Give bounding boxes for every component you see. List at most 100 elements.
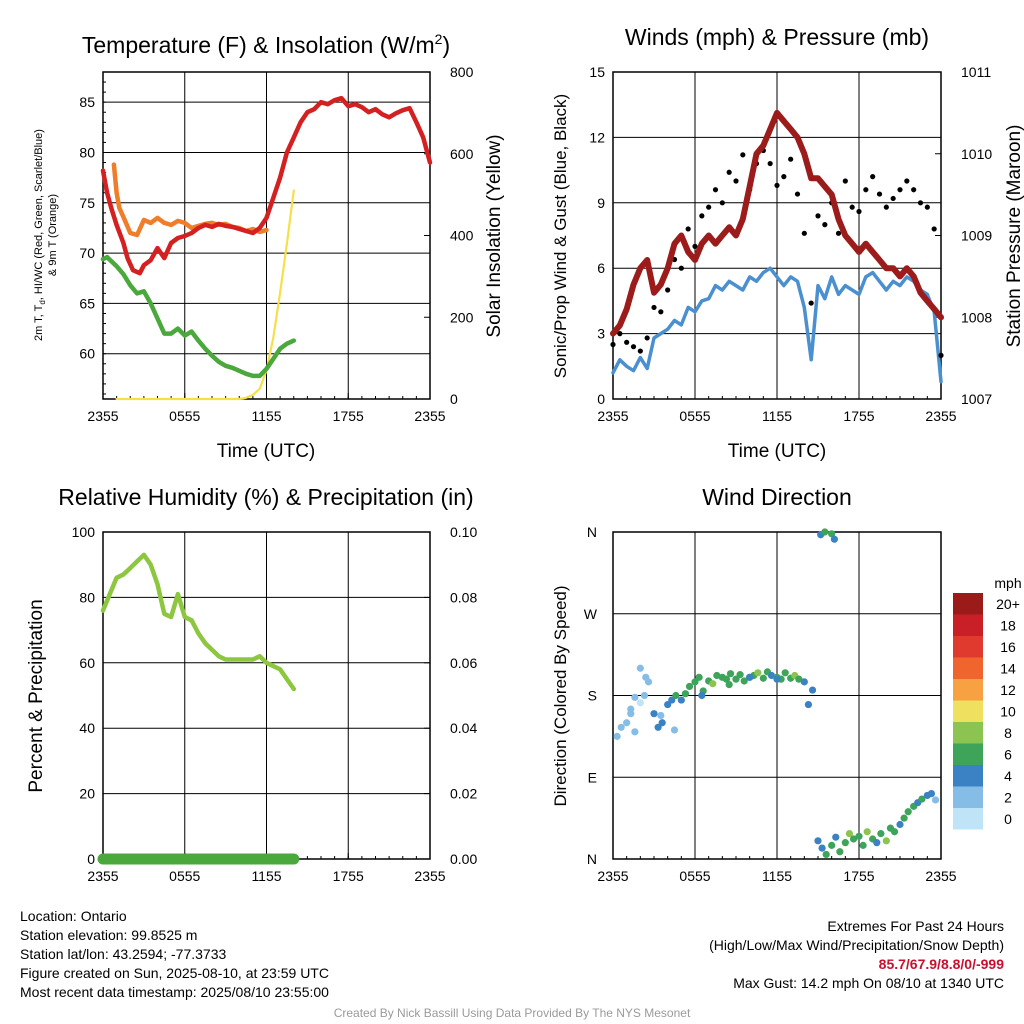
gust-point: [917, 200, 924, 206]
pressure-line: [610, 109, 944, 337]
gust-point: [931, 226, 937, 232]
gust-point: [924, 204, 930, 210]
y2-axis-label: Station Pressure (Maroon): [1004, 125, 1024, 348]
t2m-line: [100, 95, 433, 276]
direction-point: [859, 841, 867, 849]
y2-tick-label: 0.00: [450, 851, 477, 867]
legend-swatch: [953, 765, 983, 787]
gust-point: [651, 304, 657, 311]
gust-point: [849, 204, 855, 210]
direction-point: [918, 795, 926, 803]
y2-tick-label: 1011: [961, 64, 991, 80]
direction-point: [863, 828, 871, 836]
direction-point: [877, 829, 885, 838]
direction-point: [800, 678, 808, 686]
gust-point: [883, 204, 889, 210]
dewpoint-line: [100, 254, 297, 379]
legend-label: 16: [1000, 639, 1016, 655]
extremes-description: (High/Low/Max Wind/Precipitation/Snow De…: [709, 937, 1004, 953]
x-tick-label: 2355: [597, 408, 628, 424]
gust-point: [774, 182, 780, 188]
gust-point: [630, 344, 637, 350]
gust-point: [788, 156, 794, 162]
direction-point: [830, 535, 839, 543]
gust-point: [617, 331, 623, 337]
direction-point: [828, 841, 836, 849]
direction-point: [927, 790, 936, 798]
direction-point: [698, 691, 706, 700]
extremes-info: Extremes For Past 24 Hours (High/Low/Max…: [709, 917, 1004, 993]
chart-title: Winds (mph) & Pressure (mb): [625, 24, 929, 50]
direction-point: [685, 682, 694, 691]
x-tick-label: 1155: [762, 868, 792, 884]
gust-point: [767, 160, 773, 167]
gust-point: [712, 187, 719, 193]
y-tick-label: 40: [79, 720, 95, 736]
direction-point: [725, 681, 733, 689]
y-tick-label: 65: [79, 295, 95, 311]
direction-point: [931, 796, 940, 804]
direction-point: [640, 691, 649, 700]
direction-point: [695, 673, 703, 681]
y-tick-label: 75: [79, 195, 95, 211]
extremes-title: Extremes For Past 24 Hours: [827, 918, 1004, 934]
legend-title: mph: [994, 575, 1021, 591]
direction-point: [759, 674, 767, 682]
x-tick-label: 0555: [679, 408, 710, 424]
x-tick-label: 1155: [251, 868, 281, 884]
direction-point: [882, 837, 890, 845]
y-axis-label: Direction (Colored By Speed): [551, 585, 570, 806]
gust-point: [624, 339, 630, 345]
legend-label: 20+: [996, 596, 1020, 612]
direction-point: [896, 820, 904, 829]
t9m-line: [111, 162, 269, 238]
y-tick-label: 6: [597, 260, 605, 276]
direction-point: [795, 675, 803, 683]
direction-point: [650, 710, 658, 718]
y2-tick-label: 0.08: [450, 589, 477, 605]
y-label-subscript: d: [38, 300, 47, 304]
extremes-values: 85.7/67.9/8.8/0/-999: [878, 956, 1004, 972]
direction-point: [713, 671, 721, 680]
y-tick-label: 85: [79, 94, 95, 110]
direction-point: [722, 675, 731, 683]
legend-swatch: [953, 700, 983, 722]
x-tick-label: 0555: [169, 408, 200, 424]
max-gust-text: Max Gust: 14.2 mph On 08/10 at 1340 UTC: [733, 975, 1004, 991]
title-close: ): [442, 32, 450, 58]
direction-point: [773, 675, 781, 683]
legend-swatch: [953, 593, 983, 615]
y-tick-label: 12: [589, 129, 605, 145]
gust-point: [692, 243, 698, 249]
chart-title: Temperature (F) & Insolation (W/m2): [82, 31, 450, 58]
legend-label: 14: [1000, 661, 1016, 677]
direction-point: [890, 828, 899, 836]
y2-tick-label: 400: [450, 228, 474, 244]
y2-tick-label: 200: [450, 309, 474, 325]
legend-swatch: [953, 657, 983, 679]
gust-point: [835, 230, 842, 236]
y-tick-label: 3: [597, 326, 605, 342]
legend-label: 0: [1004, 811, 1012, 827]
y2-tick-label: 1009: [961, 228, 992, 244]
y-tick-label: 70: [79, 245, 95, 261]
gust-point: [610, 341, 616, 348]
direction-point: [627, 710, 635, 718]
gust-point: [637, 348, 643, 354]
direction-point: [623, 719, 631, 727]
gust-point: [699, 213, 705, 219]
x-tick-label: 2355: [925, 408, 956, 424]
title-text: Temperature (F) & Insolation (W/m: [82, 32, 435, 58]
legend-label: 12: [1000, 682, 1016, 698]
direction-point: [636, 664, 644, 672]
gust-point: [644, 335, 650, 341]
gust-point: [897, 187, 903, 193]
gust-point: [863, 187, 869, 193]
x-tick-label: 1755: [333, 408, 364, 424]
x-tick-label: 2355: [87, 868, 118, 884]
direction-point: [670, 726, 679, 734]
chart-title: Wind Direction: [702, 484, 852, 510]
legend-swatch: [953, 808, 983, 830]
gust-point: [822, 222, 828, 228]
direction-tick-label: W: [584, 606, 598, 622]
